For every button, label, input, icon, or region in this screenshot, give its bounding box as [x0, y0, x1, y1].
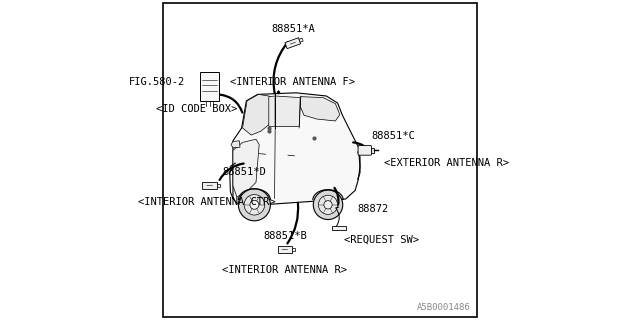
Circle shape [250, 200, 259, 209]
Text: <REQUEST SW>: <REQUEST SW> [344, 235, 419, 245]
Text: <INTERIOR ANTENNA R>: <INTERIOR ANTENNA R> [222, 265, 348, 276]
FancyArrowPatch shape [220, 164, 244, 180]
FancyArrowPatch shape [273, 42, 288, 93]
Circle shape [238, 189, 270, 221]
Bar [217, 184, 220, 187]
Text: 88851*B: 88851*B [263, 231, 307, 241]
Text: 88872: 88872 [358, 204, 389, 214]
FancyArrowPatch shape [335, 188, 339, 204]
FancyBboxPatch shape [278, 246, 292, 253]
Polygon shape [300, 97, 340, 121]
Circle shape [314, 190, 343, 220]
Polygon shape [231, 141, 240, 148]
Circle shape [324, 201, 332, 209]
Circle shape [319, 195, 338, 214]
Text: FIG.580-2: FIG.580-2 [129, 76, 186, 87]
Circle shape [244, 195, 265, 215]
Polygon shape [269, 96, 275, 126]
FancyBboxPatch shape [202, 182, 217, 189]
FancyBboxPatch shape [358, 146, 371, 155]
Text: <INTERIOR ANTENNA F>: <INTERIOR ANTENNA F> [230, 76, 355, 87]
FancyBboxPatch shape [285, 38, 301, 49]
Bar [299, 38, 303, 42]
Bar [371, 148, 374, 153]
Text: A5B0001486: A5B0001486 [417, 303, 471, 312]
FancyArrowPatch shape [220, 95, 243, 113]
Polygon shape [233, 139, 259, 197]
Text: 88851*D: 88851*D [223, 167, 266, 177]
FancyArrowPatch shape [287, 203, 298, 244]
Bar [332, 226, 346, 230]
Bar [200, 72, 219, 101]
Text: 88851*A: 88851*A [271, 24, 315, 34]
FancyArrowPatch shape [353, 142, 364, 146]
FancyArrowPatch shape [290, 42, 296, 44]
Polygon shape [243, 94, 274, 135]
Text: <ID CODE BOX>: <ID CODE BOX> [156, 104, 237, 114]
Text: 88851*C: 88851*C [371, 131, 415, 141]
Bar [292, 248, 295, 251]
Polygon shape [275, 96, 300, 126]
Polygon shape [233, 93, 360, 205]
Text: <INTERIOR ANTENNA CTR>: <INTERIOR ANTENNA CTR> [138, 196, 275, 207]
Text: <EXTERIOR ANTENNA R>: <EXTERIOR ANTENNA R> [384, 158, 509, 168]
